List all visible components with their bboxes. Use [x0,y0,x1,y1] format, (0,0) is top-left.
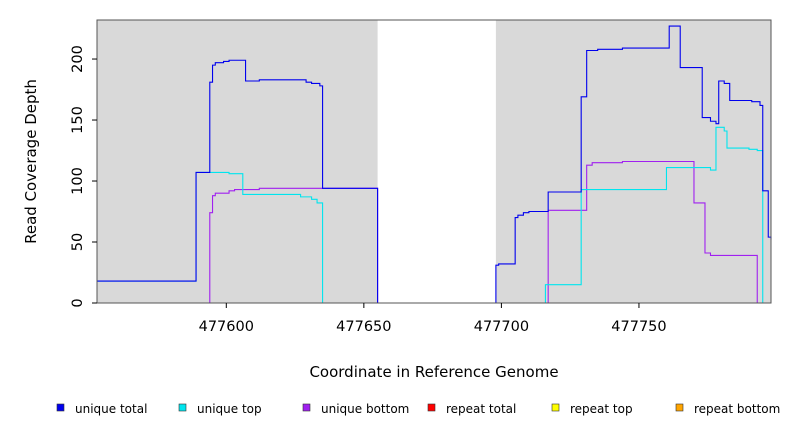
x-axis-title: Coordinate in Reference Genome [309,363,558,381]
legend: unique total unique top unique bottom repea… [56,402,780,416]
legend-label: unique top [197,402,262,416]
legend-item-repeat-bottom: repeat bottom [675,402,780,416]
plot-frame [96,19,772,304]
legend-swatch [675,403,684,412]
x-tick-label: 477750 [611,319,666,335]
legend-label: repeat total [446,402,516,416]
y-axis: 0 50 100 150 200 [70,45,97,308]
legend-item-unique-total: unique total [56,402,147,416]
series-line-unique-top [97,126,771,304]
x-tick-label: 477600 [199,319,254,335]
legend-label: unique bottom [321,402,409,416]
legend-item-repeat-total: repeat total [427,402,516,416]
legend-swatch [178,403,187,412]
x-tick-label: 477700 [474,319,529,335]
legend-swatch [302,403,311,412]
y-axis-title: Read Coverage Depth [22,79,40,244]
y-tick-label: 0 [70,298,86,307]
legend-label: repeat bottom [694,402,780,416]
y-tick-label: 200 [70,45,86,73]
shaded-region-1 [97,20,378,303]
y-tick-label: 150 [70,106,86,134]
series-line-unique-bottom [97,160,771,304]
legend-label: unique total [75,402,147,416]
legend-label: repeat top [570,402,633,416]
legend-swatch [427,403,436,412]
x-axis: 477600 477650 477700 477750 [199,303,667,335]
y-tick-label: 50 [70,233,86,251]
x-tick-label: 477650 [336,319,391,335]
y-tick-label: 100 [70,167,86,195]
legend-item-unique-top: unique top [178,402,262,416]
series-line-unique-total [97,25,772,304]
legend-swatch [551,403,560,412]
legend-swatch [56,403,65,412]
legend-item-unique-bottom: unique bottom [302,402,409,416]
legend-item-repeat-top: repeat top [551,402,633,416]
